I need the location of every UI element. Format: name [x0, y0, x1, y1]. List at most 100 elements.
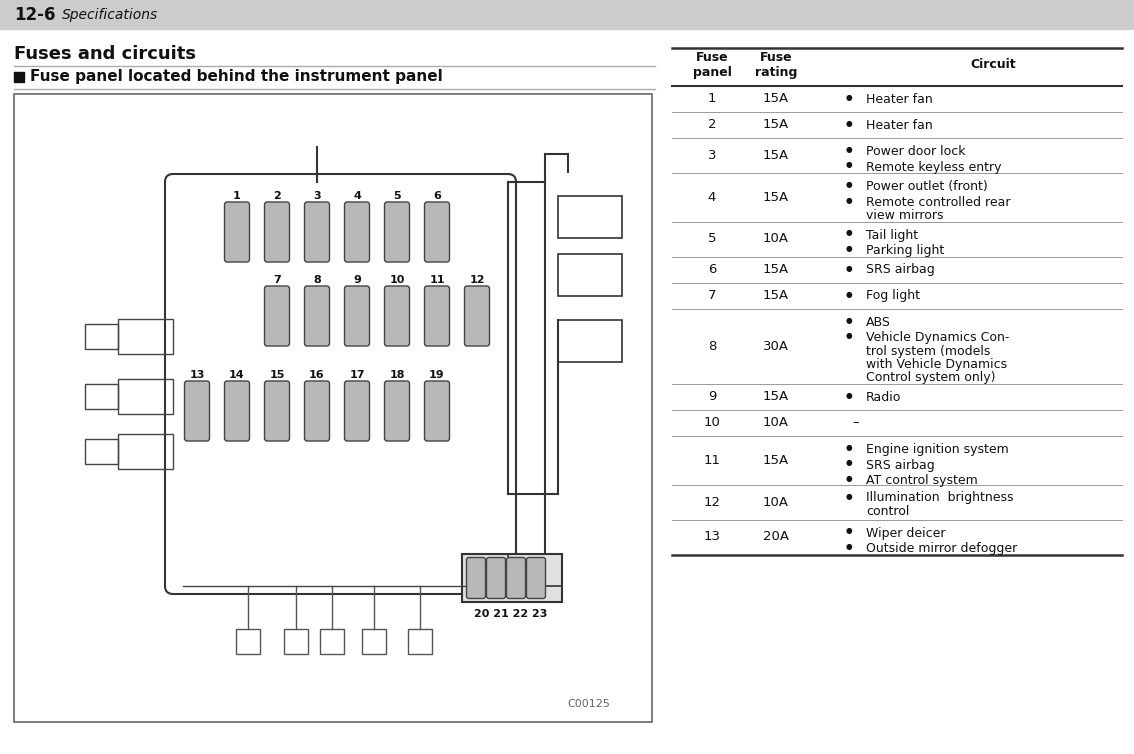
Text: –: –	[853, 416, 860, 430]
Text: SRS airbag: SRS airbag	[866, 263, 934, 277]
Text: ●: ●	[846, 443, 853, 452]
Text: ●: ●	[846, 474, 853, 483]
Text: Fuse panel located behind the instrument panel: Fuse panel located behind the instrument…	[29, 69, 442, 84]
Text: Heater fan: Heater fan	[866, 119, 933, 132]
FancyBboxPatch shape	[225, 381, 249, 441]
Text: 5: 5	[708, 232, 717, 246]
Text: Engine ignition system: Engine ignition system	[866, 443, 1009, 456]
Text: 1: 1	[708, 93, 717, 106]
Text: Fuse
rating: Fuse rating	[755, 51, 797, 79]
Text: ●: ●	[846, 161, 853, 170]
FancyBboxPatch shape	[305, 202, 330, 262]
Text: 6: 6	[708, 263, 717, 276]
Text: 5: 5	[393, 191, 400, 201]
Text: 4: 4	[708, 191, 717, 204]
Text: 19: 19	[429, 370, 445, 380]
Text: Control system only): Control system only)	[866, 372, 996, 385]
Text: Heater fan: Heater fan	[866, 93, 933, 106]
Text: 7: 7	[708, 289, 717, 302]
Text: 4: 4	[353, 191, 361, 201]
Bar	[558, 254, 623, 296]
Text: AT control system: AT control system	[866, 474, 978, 487]
Bar	[85, 439, 118, 464]
FancyBboxPatch shape	[486, 557, 506, 599]
Text: Parking light: Parking light	[866, 244, 945, 257]
Bar	[118, 434, 174, 469]
FancyBboxPatch shape	[384, 381, 409, 441]
FancyBboxPatch shape	[264, 286, 289, 346]
FancyBboxPatch shape	[465, 286, 490, 346]
FancyBboxPatch shape	[305, 381, 330, 441]
Bar	[236, 629, 260, 654]
FancyBboxPatch shape	[384, 202, 409, 262]
Text: Vehicle Dynamics Con-: Vehicle Dynamics Con-	[866, 331, 1009, 344]
Text: ●: ●	[846, 244, 853, 253]
FancyBboxPatch shape	[384, 286, 409, 346]
Text: 14: 14	[229, 370, 245, 380]
Text: 20A: 20A	[763, 531, 789, 544]
Text: Wiper deicer: Wiper deicer	[866, 526, 946, 540]
Text: ●: ●	[846, 458, 853, 467]
Text: 6: 6	[433, 191, 441, 201]
FancyBboxPatch shape	[345, 286, 370, 346]
Text: 17: 17	[349, 370, 365, 380]
Text: C00125: C00125	[567, 699, 610, 709]
Text: Remote keyless entry: Remote keyless entry	[866, 161, 1001, 173]
Text: 30A: 30A	[763, 340, 789, 353]
Bar	[408, 629, 432, 654]
Text: ●: ●	[846, 119, 853, 128]
Text: ●: ●	[846, 542, 853, 551]
Text: 15A: 15A	[763, 391, 789, 403]
Bar	[14, 94, 652, 722]
Text: 10A: 10A	[763, 232, 789, 246]
Bar	[118, 379, 174, 414]
FancyBboxPatch shape	[507, 557, 525, 599]
Text: 15A: 15A	[763, 118, 789, 131]
Text: ●: ●	[846, 290, 853, 299]
Text: 15A: 15A	[763, 454, 789, 467]
Text: ABS: ABS	[866, 315, 891, 329]
FancyBboxPatch shape	[225, 202, 249, 262]
Text: 16: 16	[310, 370, 324, 380]
Text: 18: 18	[389, 370, 405, 380]
Text: 12-6: 12-6	[14, 6, 56, 24]
Bar	[284, 629, 308, 654]
Text: 9: 9	[353, 275, 361, 285]
Text: 8: 8	[708, 340, 717, 353]
Text: 9: 9	[708, 391, 717, 403]
Text: with Vehicle Dynamics: with Vehicle Dynamics	[866, 358, 1007, 371]
Text: 2: 2	[273, 191, 281, 201]
Text: ●: ●	[846, 526, 853, 535]
Bar	[0, 0, 1134, 29]
Text: Fuse
panel: Fuse panel	[693, 51, 731, 79]
Text: ●: ●	[846, 145, 853, 154]
Bar	[14, 72, 24, 82]
Text: ●: ●	[846, 331, 853, 340]
Text: Remote controlled rear: Remote controlled rear	[866, 195, 1010, 209]
Text: SRS airbag: SRS airbag	[866, 458, 934, 471]
Text: Fog light: Fog light	[866, 290, 920, 302]
Text: 10A: 10A	[763, 416, 789, 430]
Text: 15A: 15A	[763, 191, 789, 204]
Bar	[558, 320, 623, 362]
Text: 12: 12	[703, 495, 720, 508]
Text: 8: 8	[313, 275, 321, 285]
Bar	[85, 384, 118, 409]
Text: Tail light: Tail light	[866, 228, 919, 241]
Text: 11: 11	[430, 275, 445, 285]
Text: ●: ●	[846, 180, 853, 189]
Text: 3: 3	[313, 191, 321, 201]
Text: 10: 10	[703, 416, 720, 430]
FancyBboxPatch shape	[185, 381, 210, 441]
Text: 10A: 10A	[763, 495, 789, 508]
Bar	[85, 324, 118, 349]
FancyBboxPatch shape	[424, 286, 449, 346]
FancyBboxPatch shape	[424, 381, 449, 441]
Text: 13: 13	[703, 531, 720, 544]
Text: ●: ●	[846, 93, 853, 102]
Text: 15A: 15A	[763, 93, 789, 106]
Text: Specifications: Specifications	[62, 8, 159, 22]
FancyBboxPatch shape	[526, 557, 545, 599]
Text: 15A: 15A	[763, 149, 789, 162]
Bar	[462, 554, 562, 602]
